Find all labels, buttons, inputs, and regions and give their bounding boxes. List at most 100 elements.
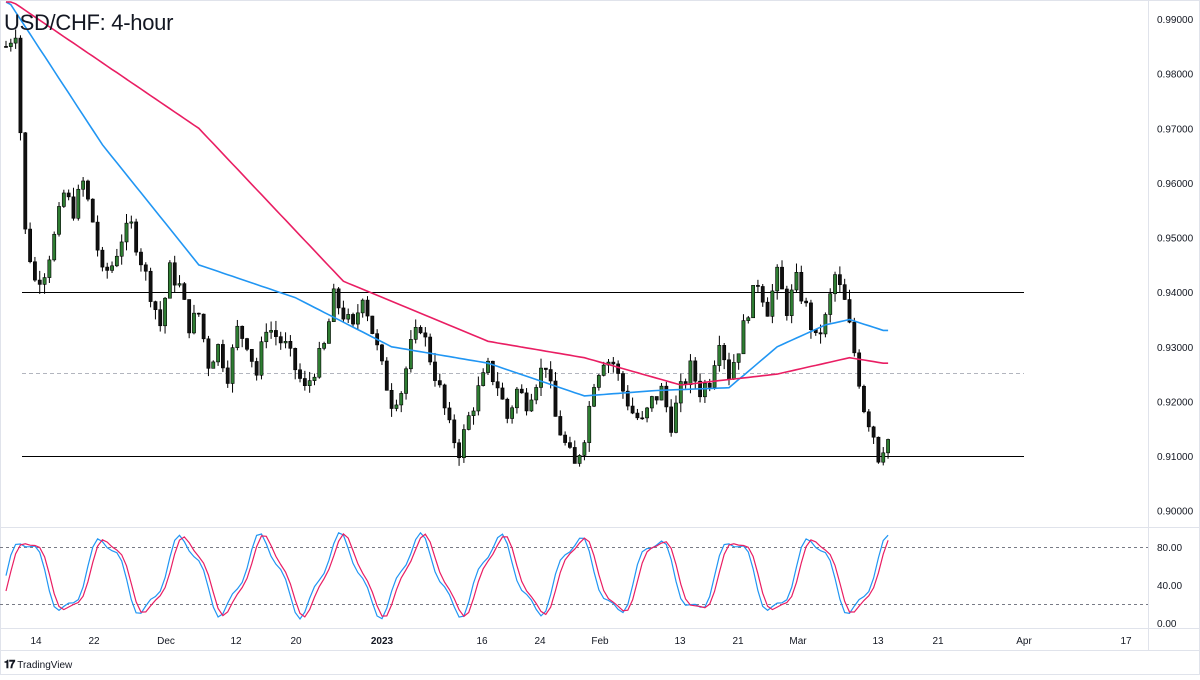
time-tick-label: 20 xyxy=(290,636,302,647)
candle-down xyxy=(707,382,712,388)
candle-up xyxy=(476,385,481,412)
branding-text: TradingView xyxy=(17,660,73,671)
candle-down xyxy=(240,325,245,339)
candle-up xyxy=(678,381,683,404)
candle-up xyxy=(81,180,86,190)
candle-up xyxy=(466,415,471,430)
price-tick-label: 0.90000 xyxy=(1157,507,1194,518)
candle-up xyxy=(881,452,886,463)
price-tick-label: 0.93000 xyxy=(1157,343,1194,354)
candle-down xyxy=(254,361,259,376)
candle-down xyxy=(4,46,8,48)
candle-up xyxy=(794,272,799,291)
candle-up xyxy=(515,388,519,409)
time-tick-label: 13 xyxy=(872,636,884,647)
candle-down xyxy=(37,279,42,285)
candle-down xyxy=(842,284,847,300)
candle-up xyxy=(399,393,404,406)
candle-down xyxy=(221,344,225,369)
candle-down xyxy=(380,344,384,362)
candle-up xyxy=(124,222,129,243)
candle-down xyxy=(95,221,100,251)
candle-down xyxy=(760,286,765,303)
candle-up xyxy=(322,343,327,349)
candle-down xyxy=(336,288,341,309)
candle-down xyxy=(669,406,674,433)
candle-down xyxy=(664,385,669,408)
candle-down xyxy=(452,419,457,444)
time-tick-label: Feb xyxy=(591,636,609,647)
time-tick-label: 2023 xyxy=(371,636,394,647)
candle-up xyxy=(13,37,18,44)
candle-down xyxy=(553,380,558,417)
candle-down xyxy=(437,380,442,386)
candle-down xyxy=(784,288,789,316)
price-tick-label: 0.94000 xyxy=(1157,288,1194,299)
candle-up xyxy=(129,221,134,224)
candle-up xyxy=(312,376,317,381)
candle-down xyxy=(18,37,23,134)
candle-down xyxy=(625,390,630,407)
candle-down xyxy=(572,447,577,464)
candle-up xyxy=(717,345,722,366)
candle-up xyxy=(230,347,235,384)
candle-down xyxy=(693,360,698,382)
candle-down xyxy=(433,361,437,381)
oscillator-tick-label: 40.00 xyxy=(1157,581,1182,592)
candle-up xyxy=(52,233,57,261)
candle-down xyxy=(630,405,635,414)
oscillator-k-line xyxy=(5,531,889,621)
candle-down xyxy=(428,336,433,363)
candle-up xyxy=(360,299,365,314)
branding: 𝟏𝟕 TradingView xyxy=(4,659,72,672)
candle-up xyxy=(408,339,413,370)
candle-down xyxy=(490,360,495,383)
candle-down xyxy=(418,327,423,334)
candle-up xyxy=(307,380,312,386)
candle-up xyxy=(741,320,746,355)
candle-down xyxy=(727,359,731,380)
candle-up xyxy=(529,399,534,412)
candle-up xyxy=(167,262,172,299)
candle-down xyxy=(341,307,346,320)
candle-down xyxy=(616,363,621,374)
time-tick-label: 13 xyxy=(674,636,686,647)
candle-down xyxy=(862,385,866,413)
candle-down xyxy=(28,228,33,263)
time-tick-label: 21 xyxy=(732,636,744,647)
candle-up xyxy=(471,410,476,416)
candle-up xyxy=(235,325,240,348)
candle-up xyxy=(577,455,582,464)
candle-down xyxy=(298,369,302,379)
candle-up xyxy=(659,385,664,401)
candle-down xyxy=(288,340,293,349)
candle-down xyxy=(871,426,876,438)
candle-up xyxy=(481,372,486,386)
candle-up xyxy=(61,192,66,207)
candle-down xyxy=(563,434,568,443)
candle-down xyxy=(558,416,563,436)
candle-down xyxy=(172,262,177,286)
candle-up xyxy=(486,360,490,373)
price-tick-label: 0.92000 xyxy=(1157,397,1194,408)
chart-title: USD/CHF: 4-hour xyxy=(4,10,174,35)
candle-up xyxy=(751,285,756,319)
candle-up xyxy=(114,255,119,267)
candle-up xyxy=(534,387,539,401)
candle-down xyxy=(302,378,307,386)
time-tick-label: Mar xyxy=(789,636,807,647)
candle-down xyxy=(245,338,249,350)
candle-down xyxy=(447,407,452,421)
candle-down xyxy=(640,417,645,420)
candle-up xyxy=(394,404,399,409)
candle-down xyxy=(722,345,727,361)
candle-down xyxy=(809,302,813,331)
price-tick-label: 0.97000 xyxy=(1157,124,1194,135)
candle-up xyxy=(770,290,775,317)
candle-down xyxy=(635,412,640,419)
candle-down xyxy=(33,261,37,281)
candle-down xyxy=(196,312,201,315)
time-tick-label: 21 xyxy=(932,636,944,647)
price-tick-label: 0.99000 xyxy=(1157,15,1194,26)
